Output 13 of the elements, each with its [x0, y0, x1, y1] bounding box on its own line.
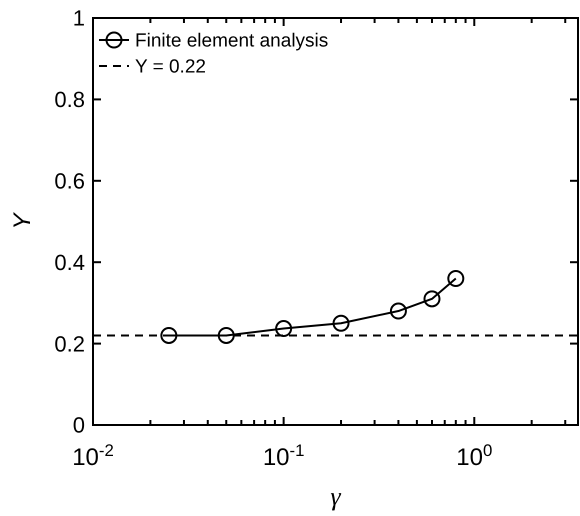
y-axis-title: Y — [9, 212, 36, 230]
y-tick-label: 0.6 — [54, 168, 85, 194]
y-tick-label: 0.2 — [54, 331, 85, 356]
x-tick-label: 10$^{-1}$ — [262, 440, 304, 471]
y-tick-label: 0.4 — [54, 250, 85, 275]
x-tick-label: 10$^{-2}$ — [72, 440, 114, 471]
legend-label: Y = 0.22 — [135, 56, 206, 78]
x-tick-label: 10$^{0}$ — [456, 440, 492, 471]
y-tick-label: 0.8 — [54, 87, 85, 112]
x-axis-title: γ — [330, 482, 342, 511]
legend-label: Finite element analysis — [135, 30, 328, 52]
y-tick-label: 1 — [72, 6, 85, 31]
y-tick-label: 0 — [72, 412, 85, 438]
